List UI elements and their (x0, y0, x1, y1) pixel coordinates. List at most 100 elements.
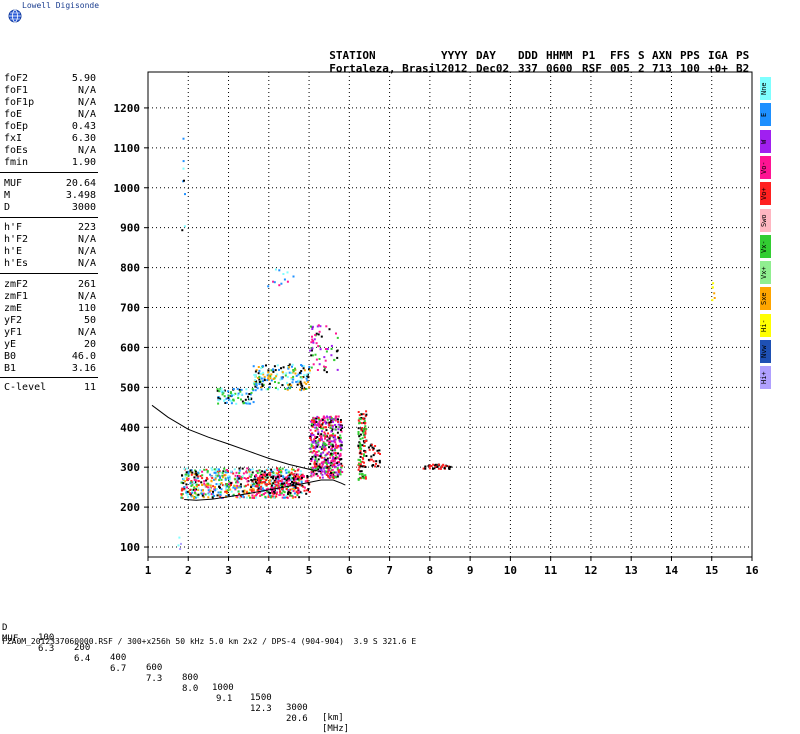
data-point (247, 494, 250, 497)
x-tick-label: 9 (467, 564, 474, 577)
data-point (251, 484, 254, 487)
data-point (211, 469, 214, 472)
data-point (322, 467, 325, 470)
data-point (254, 373, 257, 376)
data-point (318, 425, 320, 428)
data-point (292, 468, 295, 471)
data-point (261, 470, 264, 473)
data-point (326, 348, 329, 350)
data-point (257, 478, 260, 481)
data-point (321, 473, 324, 476)
data-point (285, 476, 288, 479)
data-point (309, 437, 312, 439)
data-point (260, 473, 263, 476)
data-point (232, 393, 235, 396)
data-point (313, 463, 316, 466)
data-point (260, 488, 263, 491)
data-point (281, 496, 284, 499)
data-point (285, 488, 288, 491)
data-point (337, 423, 340, 426)
data-point (227, 394, 230, 397)
data-point (320, 436, 322, 439)
data-point (250, 398, 253, 401)
data-point (207, 489, 210, 492)
data-point (213, 478, 216, 481)
data-point (310, 433, 313, 435)
data-point (267, 371, 270, 374)
data-point (226, 471, 229, 474)
data-point (311, 455, 314, 458)
data-point (182, 482, 185, 485)
legend-item: Vo+ (760, 182, 771, 206)
data-point (372, 448, 375, 451)
data-point (331, 469, 334, 471)
data-point (201, 483, 203, 486)
data-point (291, 481, 293, 483)
data-point (369, 458, 372, 461)
legend-item: E (760, 103, 771, 127)
data-point (229, 488, 232, 491)
data-point (280, 488, 283, 491)
data-point (330, 344, 333, 347)
data-point (374, 465, 377, 468)
data-point (309, 435, 312, 438)
param-row: h'F2 N/A (4, 234, 96, 246)
data-point (278, 284, 281, 287)
data-point (330, 347, 333, 350)
data-point (235, 402, 238, 405)
data-point (190, 480, 193, 482)
data-point (359, 455, 362, 458)
data-point (321, 418, 324, 421)
data-point (365, 413, 368, 416)
data-point (260, 479, 262, 482)
data-point (272, 378, 275, 380)
y-tick-label: 500 (120, 381, 140, 394)
param-row: zmF2 261 (4, 279, 96, 291)
data-point (301, 484, 304, 487)
data-point (314, 440, 317, 443)
data-point (267, 494, 270, 497)
data-point (222, 390, 225, 393)
data-point (319, 446, 322, 448)
data-point (314, 458, 317, 460)
header-labels: STATION YYYY DAY DDD HHMM P1 FFS S AXN PPS IGA PS (316, 36, 749, 62)
data-point (275, 495, 278, 498)
data-point (269, 482, 271, 485)
data-point (340, 458, 343, 461)
data-point (276, 475, 279, 478)
data-point (318, 424, 321, 427)
data-point (261, 473, 264, 476)
data-point (434, 465, 437, 468)
y-tick-label: 1200 (114, 102, 141, 115)
data-point (216, 494, 219, 497)
data-point (288, 484, 291, 487)
data-point (315, 417, 318, 420)
data-point (245, 477, 248, 480)
axis-layer: 1 2 3 4 5 6 7 8 9 10 11 12 13 14 15 1610020030040050060… (114, 71, 759, 577)
data-point (321, 470, 324, 473)
data-point (363, 421, 366, 424)
data-point (213, 494, 216, 497)
muf-value: 20.6 (286, 714, 308, 724)
data-point (281, 467, 284, 470)
data-point (338, 469, 340, 472)
data-point (260, 485, 262, 488)
data-point (276, 491, 279, 494)
data-point (334, 428, 337, 431)
data-point (309, 429, 312, 432)
data-point (310, 443, 313, 446)
data-point (289, 474, 292, 477)
data-point (305, 492, 308, 495)
data-point (313, 440, 316, 443)
data-point (328, 437, 331, 440)
data-point (196, 485, 198, 488)
data-point (334, 445, 337, 448)
data-point (311, 451, 314, 454)
data-point (326, 472, 329, 475)
data-point (276, 364, 279, 367)
data-point (309, 349, 312, 352)
data-point (227, 478, 230, 480)
data-point (310, 354, 313, 357)
data-point (303, 369, 306, 372)
data-point (197, 488, 200, 491)
